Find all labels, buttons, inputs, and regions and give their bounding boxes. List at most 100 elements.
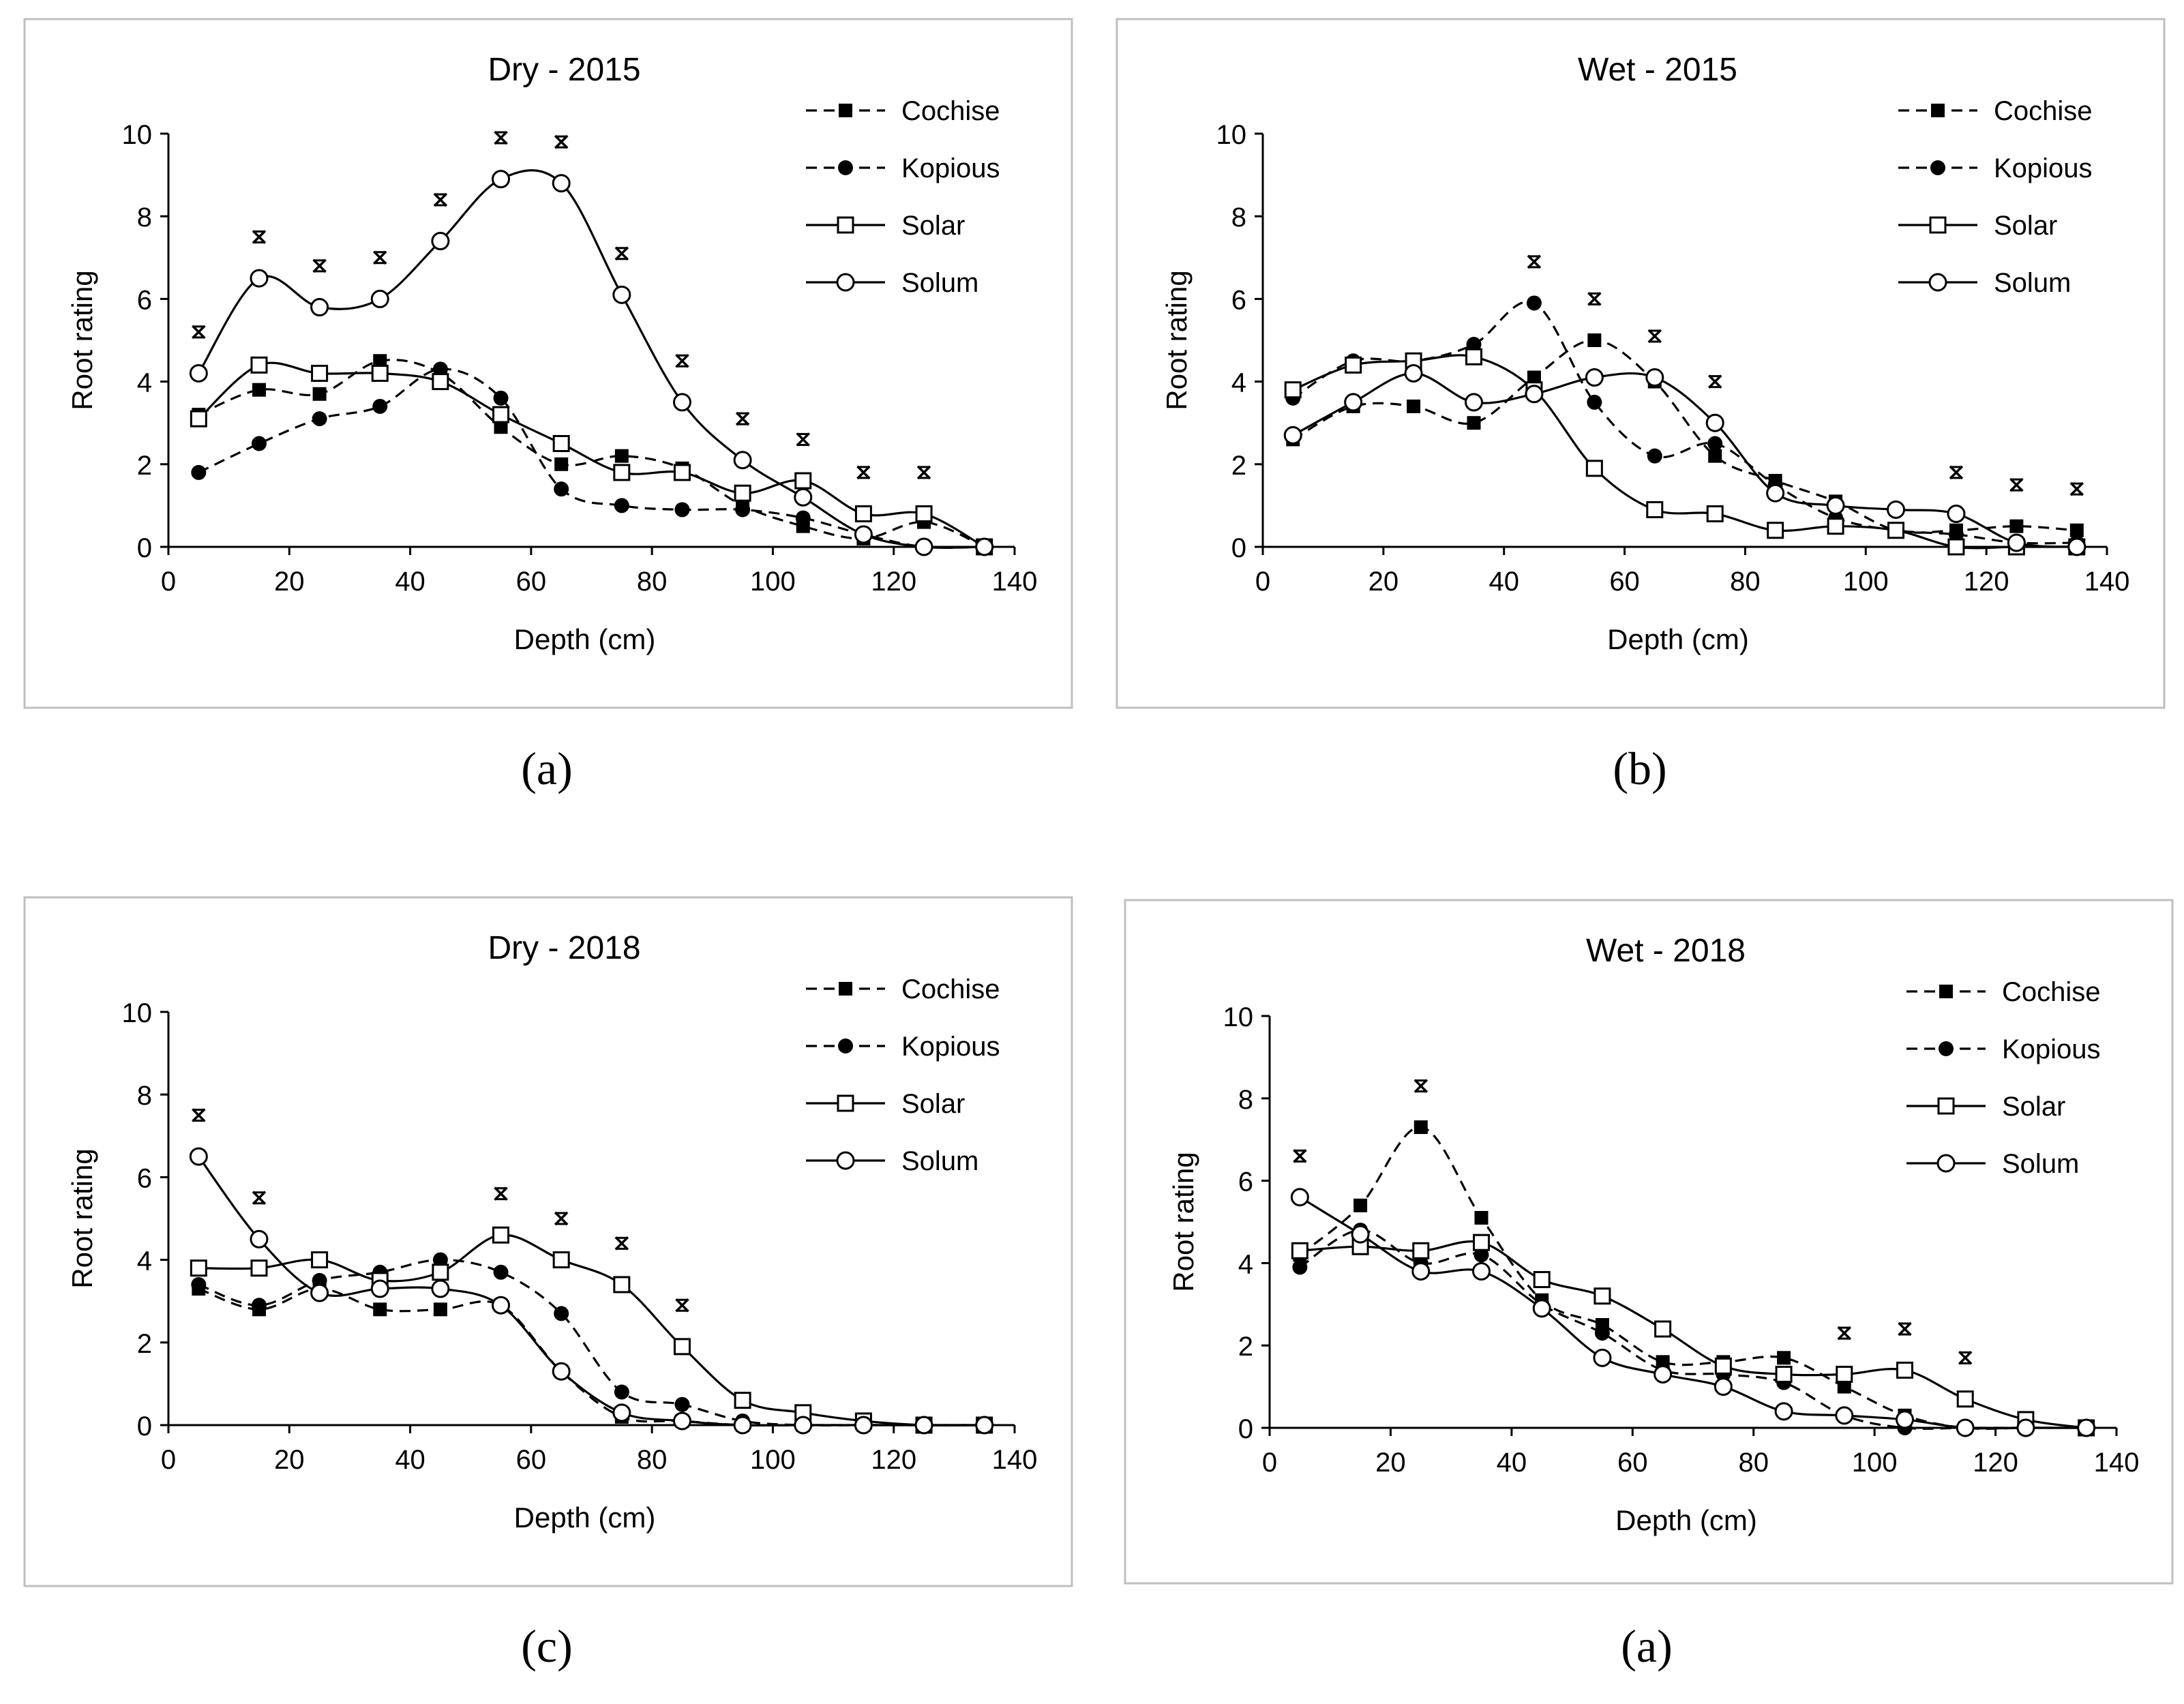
- data-point: [854, 525, 873, 544]
- data-point: [373, 1302, 387, 1317]
- data-point: [1767, 522, 1784, 539]
- significance-asterisk: [554, 134, 569, 149]
- data-point: [673, 464, 691, 481]
- legend-label: Solum: [901, 1146, 978, 1176]
- x-axis-label: Depth (cm): [1607, 623, 1749, 655]
- significance-asterisk: [2069, 481, 2084, 496]
- data-point: [1283, 425, 1302, 445]
- x-tick-label: 80: [1738, 1448, 1769, 1478]
- significance-asterisk: [1587, 292, 1602, 306]
- data-point: [312, 411, 327, 427]
- data-point: [190, 410, 207, 428]
- data-point: [1527, 370, 1541, 385]
- legend-label: Cochise: [2002, 977, 2101, 1007]
- data-point: [1647, 448, 1662, 464]
- data-point: [432, 361, 448, 377]
- data-point: [1887, 522, 1904, 539]
- x-axis-label: Depth (cm): [514, 623, 656, 655]
- data-point: [1344, 393, 1363, 412]
- data-point: [613, 1276, 631, 1294]
- data-point: [674, 502, 690, 518]
- significance-asterisk: [1707, 374, 1722, 389]
- x-tick-label: 0: [161, 1445, 176, 1475]
- significance-asterisk: [614, 246, 629, 260]
- y-tick-label: 10: [1223, 1002, 1254, 1032]
- legend-marker: [838, 160, 853, 175]
- series-solum: [1290, 1188, 2096, 1437]
- legend-marker: [838, 1038, 853, 1053]
- y-tick-label: 2: [137, 1329, 152, 1359]
- data-point: [2077, 1418, 2096, 1437]
- legend-marker: [1928, 273, 1947, 292]
- data-point: [1887, 500, 1905, 519]
- data-point: [1413, 1120, 1428, 1135]
- data-point: [795, 510, 811, 526]
- y-tick-label: 2: [1238, 1332, 1253, 1362]
- data-point: [1290, 1188, 1309, 1207]
- x-tick-label: 120: [1973, 1448, 2018, 1478]
- legend: Cochise Kopious Solar Solum: [1906, 977, 2101, 1179]
- data-point: [1404, 363, 1423, 383]
- significance-asterisk: [252, 1191, 267, 1205]
- legend-label: Kopious: [901, 153, 1000, 183]
- data-point: [190, 1259, 207, 1277]
- data-point: [794, 488, 813, 507]
- significance-asterisk: [1527, 254, 1542, 269]
- series-solar: [190, 356, 993, 556]
- panel-caption: (a): [521, 743, 572, 794]
- legend-label: Solum: [1994, 268, 2071, 298]
- data-point: [432, 1264, 449, 1281]
- x-tick-label: 120: [871, 567, 916, 597]
- y-tick-label: 0: [1238, 1414, 1253, 1444]
- significance-asterisk: [1293, 1149, 1307, 1163]
- series-line: [198, 359, 985, 548]
- data-point: [251, 1298, 267, 1313]
- panel-caption: (a): [1621, 1620, 1672, 1672]
- legend-label: Cochise: [1994, 96, 2093, 126]
- legend-label: Solar: [1994, 211, 2057, 241]
- significance-asterisk: [1413, 1079, 1428, 1093]
- data-point: [1465, 393, 1483, 412]
- significance-asterisk: [1837, 1326, 1852, 1341]
- y-tick-label: 2: [137, 451, 152, 481]
- x-tick-label: 0: [161, 567, 176, 597]
- chart-title: Dry - 2015: [488, 52, 640, 88]
- data-point: [2009, 519, 2024, 533]
- data-point: [251, 436, 267, 451]
- data-point: [1705, 413, 1724, 432]
- data-point: [1896, 1410, 1914, 1429]
- x-tick-label: 100: [1852, 1448, 1898, 1478]
- significance-asterisk: [916, 465, 931, 480]
- x-tick-label: 100: [750, 1445, 796, 1475]
- legend-marker: [836, 1151, 855, 1170]
- significance-asterisk: [796, 432, 810, 447]
- x-tick-label: 80: [637, 567, 668, 597]
- x-axis-label: Depth (cm): [1615, 1504, 1757, 1536]
- data-point: [250, 269, 269, 288]
- data-point: [612, 1403, 631, 1422]
- data-point: [1837, 1379, 1851, 1394]
- legend-label: Kopious: [1994, 153, 2093, 183]
- y-tick-label: 2: [1231, 451, 1246, 481]
- data-point: [1533, 1271, 1551, 1289]
- x-tick-label: 120: [871, 1445, 916, 1475]
- y-tick-label: 10: [1216, 120, 1247, 150]
- legend-marker: [837, 1094, 854, 1112]
- chart-frame: [23, 896, 1073, 1587]
- y-tick-label: 0: [137, 533, 152, 563]
- legend-label: Cochise: [901, 974, 1000, 1004]
- data-point: [1714, 1357, 1732, 1375]
- legend-label: Solar: [2002, 1092, 2065, 1122]
- legend: Cochise Kopious Solar Solum: [1898, 96, 2093, 298]
- data-point: [1587, 333, 1602, 347]
- legend-label: Kopious: [901, 1032, 1000, 1062]
- x-tick-label: 20: [274, 567, 305, 597]
- data-point: [373, 354, 387, 368]
- data-point: [672, 1411, 691, 1431]
- y-axis-label: Root rating: [1167, 1152, 1199, 1291]
- data-point: [1474, 1210, 1489, 1225]
- data-point: [1896, 1361, 1913, 1379]
- y-tick-label: 10: [122, 998, 153, 1028]
- data-point: [1766, 483, 1785, 503]
- data-point: [1774, 1402, 1793, 1421]
